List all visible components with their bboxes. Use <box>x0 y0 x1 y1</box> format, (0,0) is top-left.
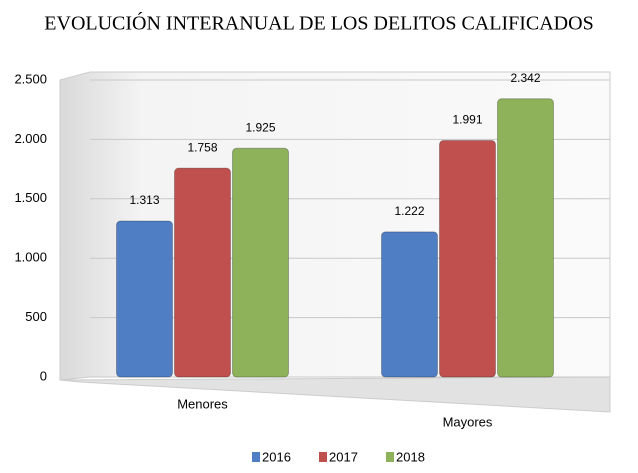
bar <box>381 231 438 378</box>
value-label: 1.991 <box>452 113 482 127</box>
bar <box>439 139 496 378</box>
legend-swatch <box>319 452 327 462</box>
value-label: 1.313 <box>129 193 159 207</box>
bar <box>116 220 173 378</box>
floor <box>59 376 611 413</box>
value-label: 1.222 <box>394 204 424 218</box>
legend-swatch <box>252 452 260 462</box>
legend-label: 2016 <box>262 449 291 464</box>
legend-label: 2017 <box>329 449 358 464</box>
x-tick-label: Menores <box>177 396 228 411</box>
value-label: 1.925 <box>245 120 275 134</box>
y-tick-label: 2.500 <box>14 71 47 86</box>
bar <box>232 147 289 378</box>
legend-swatch <box>386 452 394 462</box>
legend-label: 2018 <box>396 449 425 464</box>
chart-title: EVOLUCIÓN INTERANUAL DE LOS DELITOS CALI… <box>44 11 593 35</box>
value-label: 1.758 <box>187 140 217 154</box>
y-tick-label: 2.000 <box>14 131 47 146</box>
y-tick-label: 1.500 <box>14 190 47 205</box>
y-tick-label: 0 <box>40 368 47 383</box>
bar <box>497 98 554 378</box>
y-tick-label: 500 <box>25 309 47 324</box>
value-label: 2.342 <box>510 71 540 85</box>
y-tick-label: 1.000 <box>14 250 47 265</box>
bar <box>174 167 231 378</box>
x-tick-label: Mayores <box>443 414 493 429</box>
